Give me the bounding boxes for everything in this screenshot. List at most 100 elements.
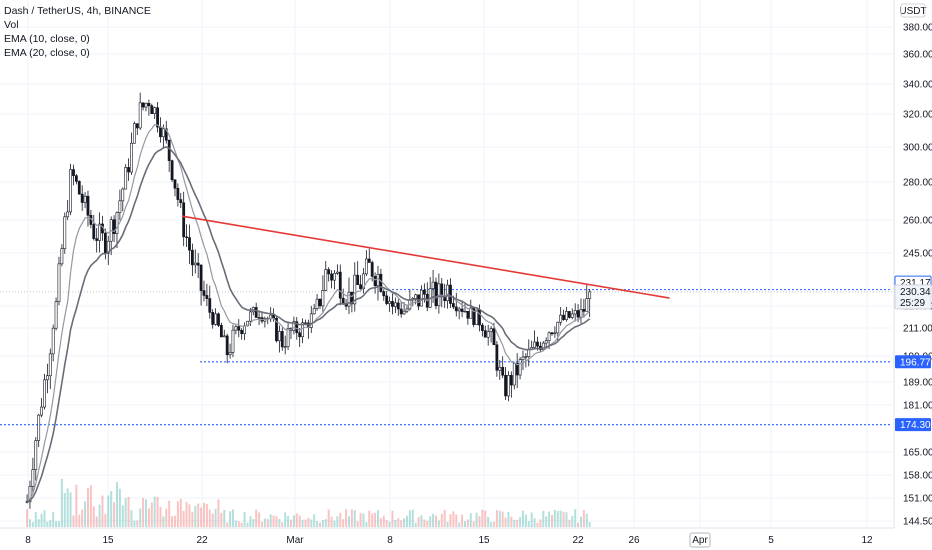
candle — [156, 101, 159, 133]
volume-bar — [397, 518, 400, 527]
candle — [333, 269, 336, 290]
volume-bar — [359, 513, 362, 527]
candle-body — [196, 262, 200, 266]
volume-bar — [217, 499, 220, 527]
candle-body — [475, 309, 478, 325]
candle-body — [135, 123, 139, 129]
support-price-tag-bg — [895, 355, 931, 369]
candle — [74, 174, 78, 185]
volume-bar — [292, 515, 295, 527]
candle — [144, 102, 148, 112]
volume-bar — [287, 516, 290, 527]
legend-volume[interactable]: Vol — [4, 19, 19, 31]
candle — [486, 324, 490, 346]
volume-bar — [417, 517, 420, 527]
candle-body — [570, 313, 574, 318]
candle — [103, 228, 107, 260]
candle-body — [83, 195, 87, 203]
price-axis[interactable]: USDT 380.00 360.00 340.00 320.00 300.00 280.00… — [893, 0, 932, 550]
candle — [57, 256, 61, 306]
volume-bar — [379, 518, 382, 527]
candle-body — [240, 329, 244, 334]
volume-bar — [353, 510, 356, 527]
candle — [83, 192, 87, 209]
volume-bar — [263, 518, 266, 527]
candle-body — [567, 311, 571, 318]
candle-body — [182, 202, 186, 238]
candle — [521, 350, 525, 371]
candle-body — [132, 123, 136, 144]
candle-body — [199, 264, 203, 291]
candle — [135, 123, 139, 135]
candle-body — [515, 362, 519, 376]
candle-body — [214, 313, 217, 325]
candle — [251, 306, 255, 316]
candle — [132, 121, 136, 144]
candle — [222, 329, 226, 338]
volume-bar — [40, 513, 43, 527]
candle-body — [486, 331, 490, 338]
volume-bar — [243, 511, 246, 527]
candle-body — [243, 325, 246, 334]
candle-body — [72, 169, 75, 176]
volume-bar — [173, 515, 176, 527]
candle — [72, 164, 75, 186]
candle — [269, 307, 273, 323]
candle-body — [144, 102, 148, 108]
candle-body — [51, 327, 55, 355]
legend-symbol[interactable]: Dash / TetherUS, 4h, BINANCE — [4, 5, 151, 17]
volume-bar — [347, 516, 350, 527]
candle-body — [330, 273, 333, 281]
volume-bar — [568, 519, 571, 527]
volume-bar — [478, 516, 481, 527]
candle — [211, 309, 215, 329]
candle-body — [405, 308, 409, 312]
candle-body — [153, 107, 157, 114]
candle — [515, 353, 519, 388]
time-tick-label: Apr — [692, 535, 708, 546]
volume-bar — [92, 506, 95, 527]
candle-body — [504, 374, 507, 397]
ema-lines — [26, 124, 591, 503]
price-tick-label: 340.00 — [903, 80, 932, 91]
volume-bar — [98, 504, 101, 527]
volume-bar — [301, 519, 304, 527]
candle — [498, 359, 502, 380]
time-axis[interactable]: 8 15 22 Mar 8 15 22 26 Apr 5 12 — [0, 527, 932, 550]
chart-legend: Dash / TetherUS, 4h, BINANCE Vol EMA (10… — [4, 4, 151, 60]
volume-bar — [185, 501, 188, 527]
candle-body — [501, 366, 505, 376]
candle — [411, 296, 415, 307]
time-tick-label: 26 — [628, 535, 640, 546]
candle-body — [550, 332, 554, 335]
volume-bar — [548, 511, 551, 527]
time-tick-label: 22 — [572, 535, 584, 546]
candle-body — [402, 310, 406, 315]
candle — [159, 117, 162, 143]
volume-bar — [231, 509, 234, 527]
candle — [205, 283, 209, 307]
candle — [202, 280, 206, 302]
volume-bar — [530, 512, 533, 527]
volume-bar — [466, 519, 469, 527]
candle — [306, 319, 310, 339]
volume-bar — [168, 500, 171, 527]
candlesticks — [25, 92, 592, 509]
time-cursor-box — [689, 532, 711, 548]
legend-ema20[interactable]: EMA (20, close, 0) — [4, 47, 90, 59]
horizontal-levels[interactable] — [0, 289, 892, 426]
volume-bar — [223, 509, 226, 527]
candle-body — [248, 311, 252, 322]
volume-bar — [252, 518, 255, 527]
volume-bar — [423, 519, 426, 527]
volume-bar — [411, 509, 414, 527]
trendline-layer[interactable] — [182, 215, 670, 299]
candle-body — [565, 311, 568, 320]
candle — [225, 333, 229, 364]
candle-body — [399, 308, 403, 315]
candle-body — [28, 486, 32, 503]
legend-ema10[interactable]: EMA (10, close, 0) — [4, 33, 90, 45]
candle — [298, 327, 302, 347]
